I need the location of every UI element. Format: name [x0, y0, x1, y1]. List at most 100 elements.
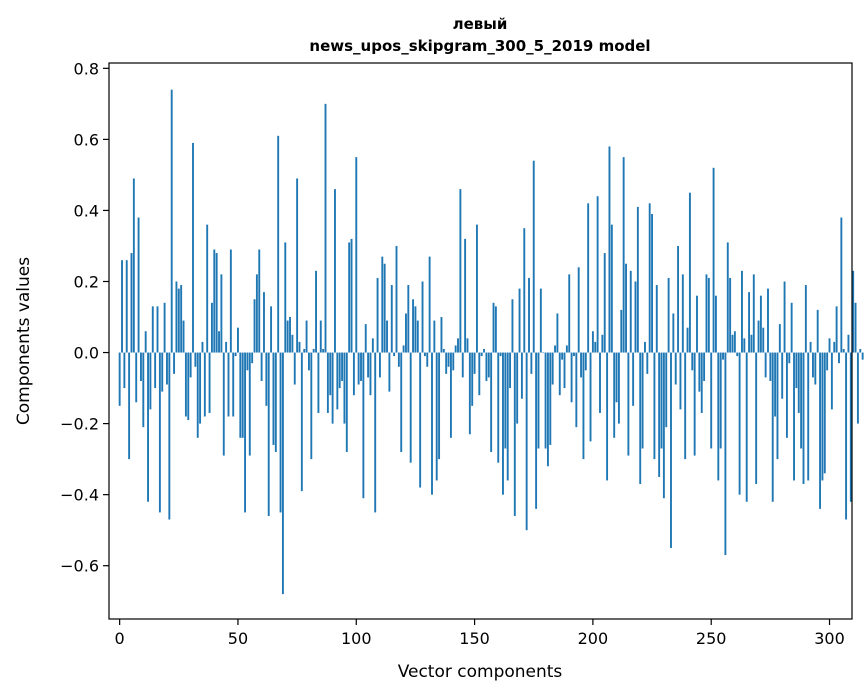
bar-281 [783, 281, 786, 353]
bar-157 [490, 352, 493, 453]
x-tick-label: 150 [459, 629, 490, 648]
bar-108 [374, 352, 377, 513]
bar-172 [525, 352, 528, 531]
bar-15 [154, 352, 157, 389]
bar-197 [584, 352, 587, 371]
x-tick-label: 250 [696, 629, 727, 648]
bar-206 [606, 352, 609, 481]
bar-314 [861, 352, 864, 360]
bar-35 [201, 341, 204, 353]
bar-123 [409, 352, 412, 463]
bar-149 [471, 352, 474, 406]
bar-259 [731, 334, 734, 353]
bar-32 [194, 352, 197, 367]
bar-262 [738, 352, 741, 495]
bar-293 [812, 352, 814, 378]
chart-subtitle: news_upos_skipgram_300_5_2019 model [309, 37, 650, 55]
bar-264 [743, 338, 746, 353]
bar-291 [807, 352, 810, 481]
bar-253 [717, 352, 720, 481]
bar-190 [568, 274, 571, 353]
bar-62 [265, 352, 268, 406]
bar-11 [144, 331, 147, 353]
bar-208 [610, 224, 613, 353]
x-tick-label: 100 [341, 629, 372, 648]
y-tick-label: 0.4 [74, 201, 99, 220]
bar-78 [303, 348, 306, 353]
bar-143 [457, 338, 459, 353]
bar-257 [726, 242, 729, 353]
bar-185 [556, 313, 559, 353]
bar-49 [234, 352, 237, 357]
bar-57 [253, 299, 256, 353]
bar-313 [859, 348, 862, 353]
bar-129 [423, 352, 426, 357]
bar-186 [558, 352, 561, 396]
bar-120 [402, 345, 405, 353]
bar-294 [814, 352, 817, 385]
bar-265 [745, 352, 748, 502]
bar-92 [336, 352, 339, 410]
bar-287 [797, 352, 800, 413]
bar-161 [499, 352, 502, 357]
bar-245 [698, 352, 701, 392]
bar-232 [667, 277, 670, 353]
bar-148 [468, 352, 471, 435]
x-tick-label: 50 [228, 629, 248, 648]
bar-260 [733, 331, 736, 353]
bar-308 [847, 334, 850, 353]
bar-174 [530, 352, 533, 374]
bar-141 [452, 352, 455, 371]
bar-184 [554, 345, 556, 353]
y-tick-label: −0.2 [60, 415, 99, 434]
bar-130 [426, 352, 429, 367]
bar-176 [535, 352, 538, 509]
bar-87 [324, 103, 327, 353]
bar-268 [752, 274, 755, 353]
bar-209 [613, 352, 616, 438]
bar-160 [497, 352, 500, 463]
bar-147 [466, 338, 469, 353]
bar-298 [823, 352, 826, 474]
bar-40 [213, 249, 216, 353]
bar-146 [464, 238, 467, 353]
bar-2 [123, 352, 126, 389]
bar-170 [520, 352, 523, 399]
bar-152 [478, 352, 481, 396]
bar-216 [629, 270, 632, 353]
bar-156 [487, 352, 490, 378]
bar-301 [830, 352, 833, 410]
bar-310 [852, 270, 855, 353]
bar-292 [809, 341, 812, 353]
bar-219 [636, 206, 639, 353]
bar-223 [646, 352, 649, 374]
bar-68 [279, 352, 282, 513]
bar-85 [319, 320, 322, 353]
bar-165 [509, 352, 512, 389]
bar-122 [407, 285, 410, 353]
bar-231 [665, 352, 668, 428]
bar-79 [305, 320, 308, 353]
bar-178 [539, 288, 542, 353]
bar-227 [655, 285, 658, 353]
bar-21 [168, 352, 171, 520]
bar-101 [357, 352, 360, 385]
bar-107 [371, 338, 374, 353]
bar-312 [856, 352, 859, 424]
bar-135 [438, 352, 441, 460]
bar-180 [544, 352, 547, 449]
bar-106 [369, 352, 372, 396]
bar-12 [147, 352, 149, 502]
bar-38 [208, 352, 211, 413]
bar-247 [703, 352, 706, 381]
bar-243 [693, 352, 696, 456]
bar-187 [561, 352, 564, 360]
bar-29 [187, 352, 190, 421]
bar-31 [192, 142, 194, 353]
y-tick-label: −0.6 [60, 557, 99, 576]
bar-162 [502, 352, 504, 495]
bar-70 [284, 242, 287, 353]
bar-117 [395, 245, 398, 353]
y-axis-label: Components values [14, 257, 34, 425]
